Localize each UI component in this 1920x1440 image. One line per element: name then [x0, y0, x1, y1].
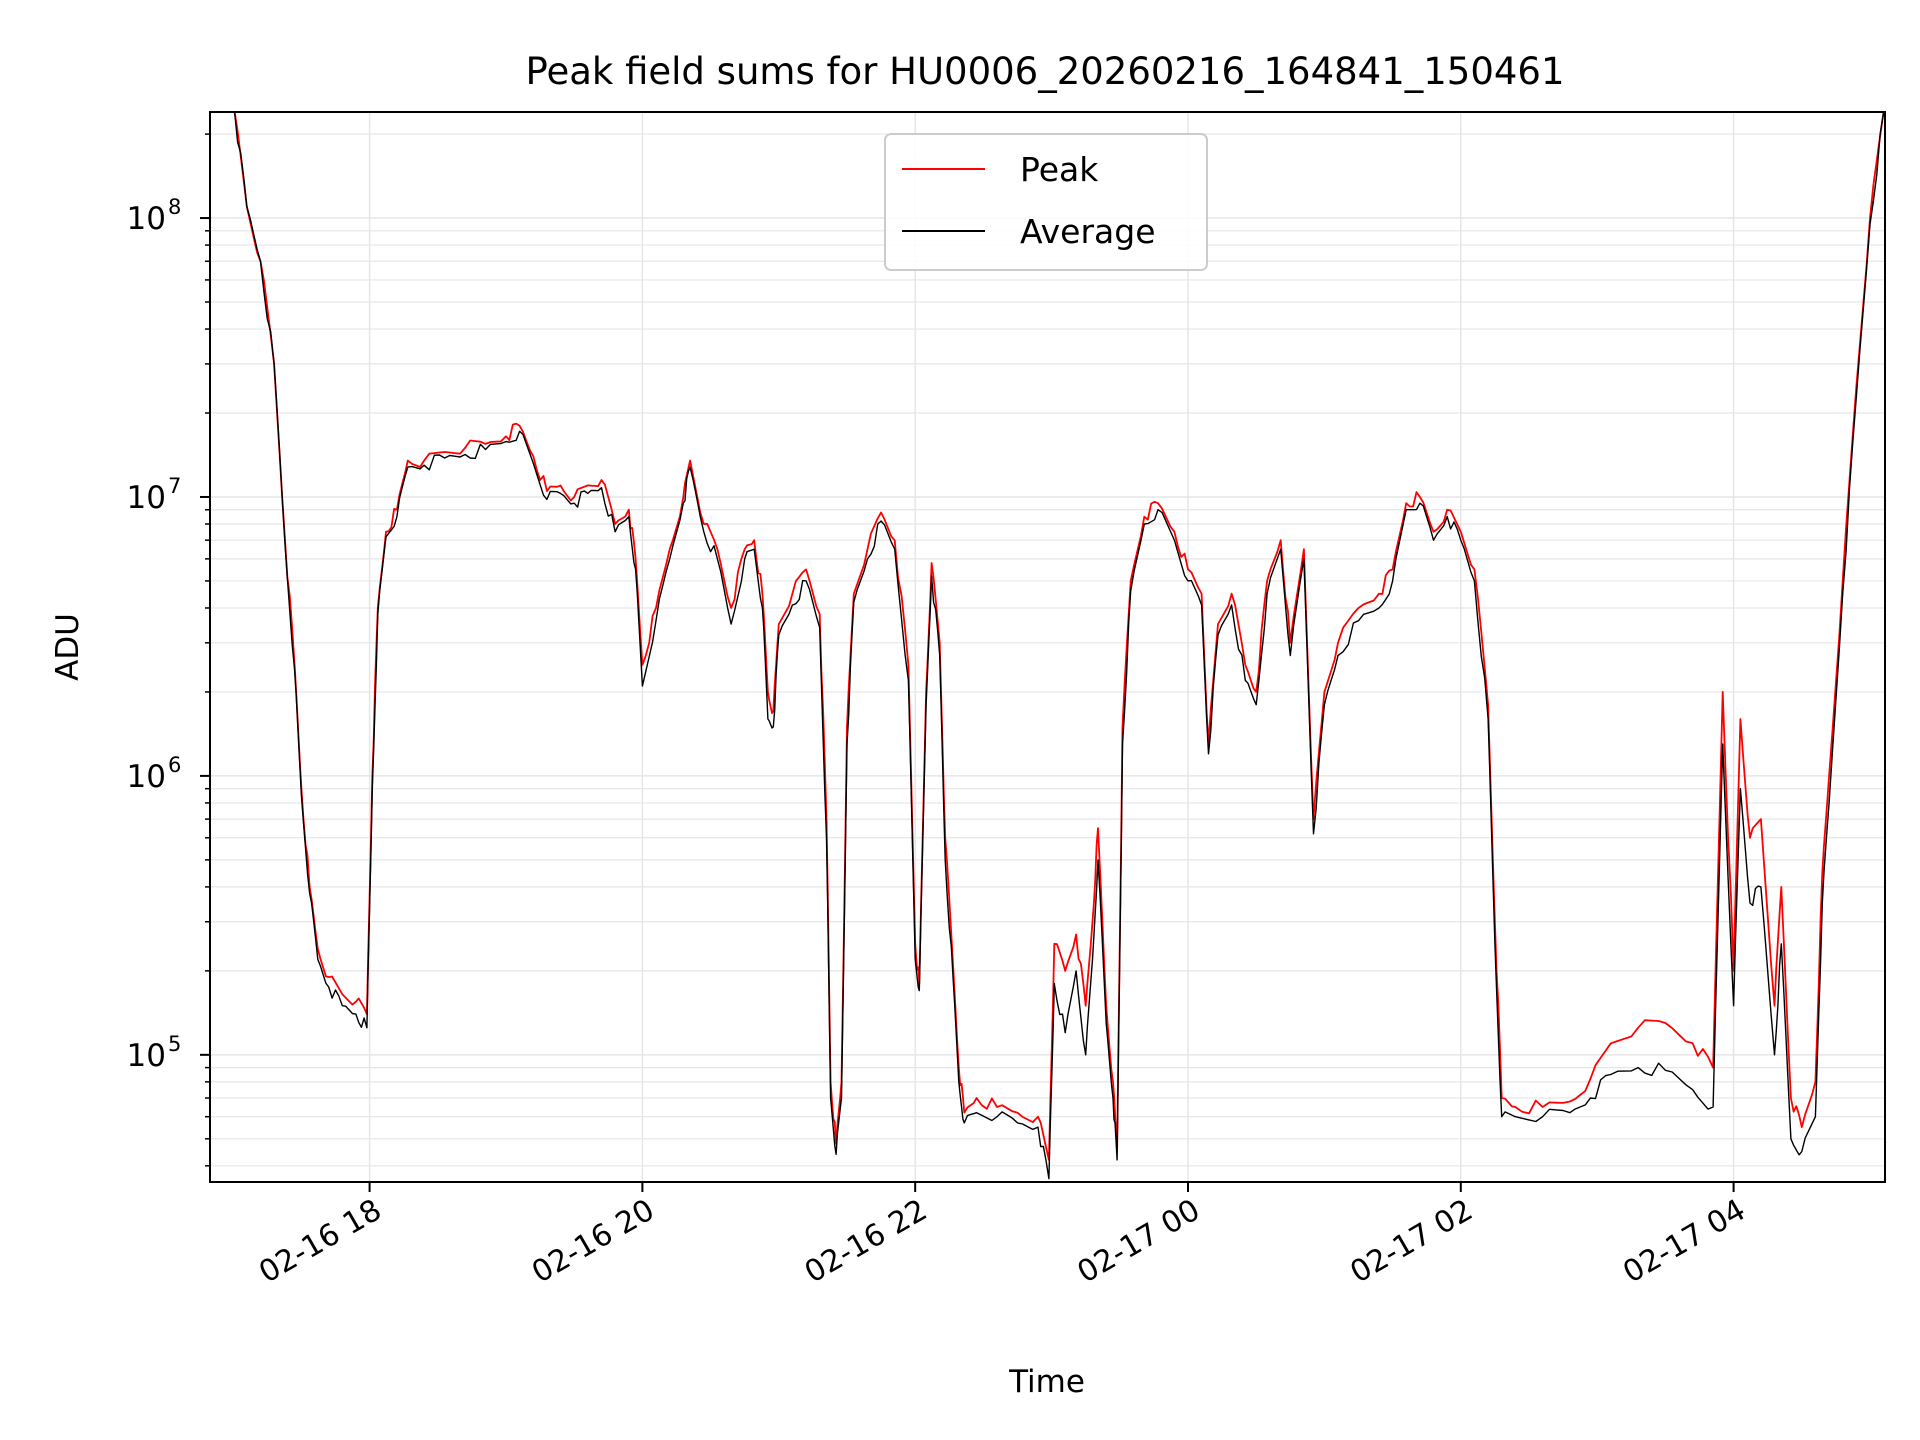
- y-tick-exponent: 8: [168, 195, 181, 219]
- y-tick-exponent: 6: [168, 753, 181, 777]
- grid-lines: [210, 112, 1885, 1182]
- series-line-peak: [233, 111, 1885, 1161]
- plot-area: [210, 112, 1885, 1182]
- y-tick-exponent: 7: [168, 474, 181, 498]
- x-axis-label: Time: [1008, 1364, 1085, 1400]
- y-tick-exponent: 5: [168, 1032, 181, 1056]
- plot-frame: [209, 111, 1886, 1183]
- y-tick-label: 10: [127, 480, 166, 516]
- y-axis-label: ADU: [50, 613, 86, 681]
- y-tick-label: 10: [127, 759, 166, 795]
- legend-label-peak: Peak: [1020, 150, 1099, 189]
- y-tick-label: 10: [127, 201, 166, 237]
- series-lines: [233, 111, 1885, 1180]
- y-tick-label: 10: [127, 1038, 166, 1074]
- legend: Peak Average: [884, 133, 1208, 271]
- chart-title: Peak field sums for HU0006_20260216_1648…: [525, 50, 1564, 93]
- legend-label-average: Average: [1020, 212, 1156, 251]
- series-line-average: [233, 111, 1885, 1180]
